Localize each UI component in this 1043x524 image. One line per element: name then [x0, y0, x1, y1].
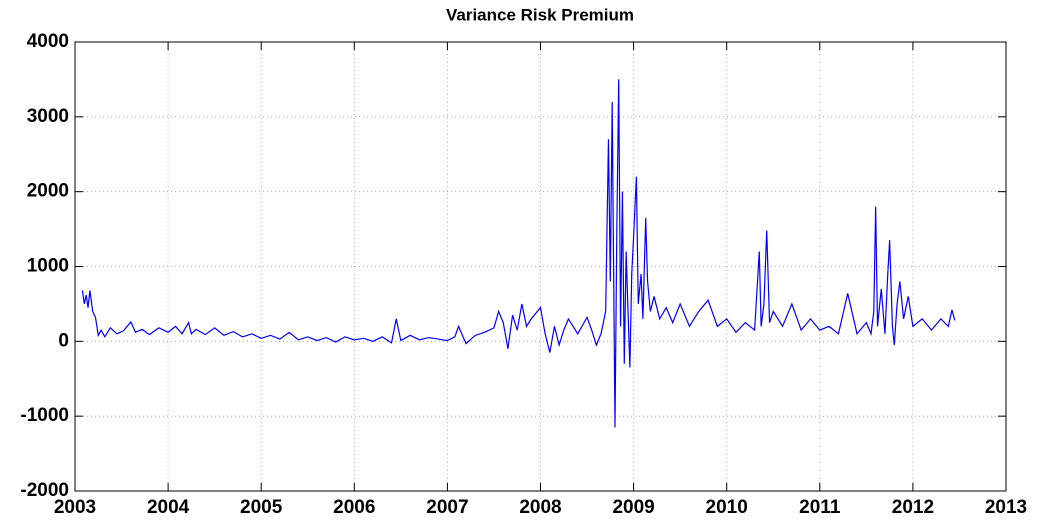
y-tick-label: 0 [58, 330, 69, 351]
y-tick-label: -1000 [20, 405, 69, 426]
x-tick-label: 2008 [519, 497, 561, 518]
data-line [81, 79, 956, 428]
x-tick-label: 2011 [799, 497, 841, 518]
x-tick-label: 2013 [985, 497, 1027, 518]
x-tick-label: 2009 [612, 497, 654, 518]
y-tick-label: -2000 [20, 480, 69, 501]
x-tick-label: 2004 [147, 497, 190, 518]
x-tick-label: 2005 [240, 497, 283, 518]
plot-frame [74, 41, 1007, 492]
y-tick-label: 3000 [27, 106, 69, 127]
y-tick-label: 4000 [27, 31, 69, 52]
x-tick-label: 2012 [892, 497, 934, 518]
x-tick-label: 2010 [706, 497, 748, 518]
y-tick-label: 2000 [27, 181, 69, 202]
chart-title: Variance Risk Premium [446, 5, 634, 24]
x-tick-label: 2003 [54, 497, 96, 518]
x-tick-label: 2007 [426, 497, 468, 518]
y-tick-label: 1000 [27, 256, 69, 277]
x-tick-label: 2006 [333, 497, 375, 518]
